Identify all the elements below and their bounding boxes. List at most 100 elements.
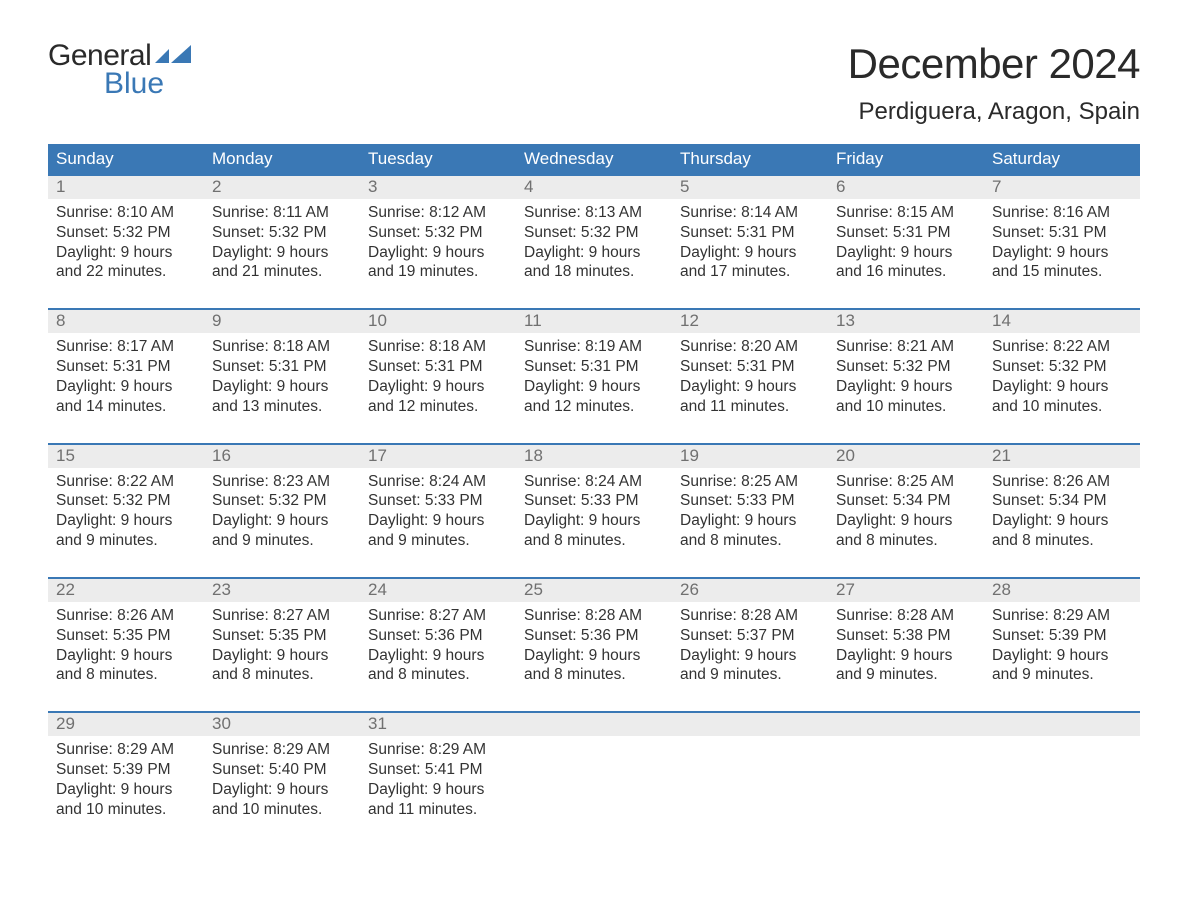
daylight-value-1: 9 hours: [121, 512, 173, 529]
daylight-value-1: 9 hours: [1057, 378, 1109, 395]
sunset-value: 5:31 PM: [581, 358, 639, 375]
sunset-line: Sunset: 5:41 PM: [368, 760, 508, 780]
sunset-value: 5:32 PM: [113, 224, 171, 241]
sunrise-value: 8:24 AM: [585, 473, 642, 490]
sunset-value: 5:32 PM: [269, 492, 327, 509]
sunrise-value: 8:11 AM: [273, 204, 329, 221]
sunrise-value: 8:12 AM: [429, 204, 486, 221]
day-cell: Sunrise: 8:20 AMSunset: 5:31 PMDaylight:…: [672, 333, 828, 422]
sunrise-line: Sunrise: 8:28 AM: [836, 606, 976, 626]
sunset-line: Sunset: 5:32 PM: [836, 357, 976, 377]
sunset-value: 5:37 PM: [737, 627, 795, 644]
sunrise-value: 8:21 AM: [897, 338, 954, 355]
daylight-line-2: and 19 minutes.: [368, 262, 508, 282]
daylight-line-1: Daylight: 9 hours: [212, 646, 352, 666]
sunrise-line: Sunrise: 8:27 AM: [368, 606, 508, 626]
logo: General Blue: [48, 40, 195, 99]
sunset-line: Sunset: 5:33 PM: [524, 491, 664, 511]
sunrise-value: 8:18 AM: [429, 338, 486, 355]
day-number: 28: [984, 579, 1140, 602]
sunset-line: Sunset: 5:35 PM: [212, 626, 352, 646]
day-number: 13: [828, 310, 984, 333]
daylight-value-1: 9 hours: [277, 512, 329, 529]
day-number: [516, 713, 672, 736]
sunrise-line: Sunrise: 8:22 AM: [56, 472, 196, 492]
sunset-value: 5:39 PM: [1049, 627, 1107, 644]
sunrise-value: 8:27 AM: [273, 607, 330, 624]
sunset-line: Sunset: 5:32 PM: [56, 491, 196, 511]
logo-text-blue: Blue: [48, 68, 195, 100]
sunset-line: Sunset: 5:36 PM: [524, 626, 664, 646]
day-number: 19: [672, 445, 828, 468]
daylight-value-1: 9 hours: [745, 512, 797, 529]
day-number-row: 15161718192021: [48, 445, 1140, 468]
sunrise-value: 8:20 AM: [741, 338, 798, 355]
sunset-value: 5:32 PM: [893, 358, 951, 375]
day-number: 18: [516, 445, 672, 468]
daylight-line-2: and 18 minutes.: [524, 262, 664, 282]
daylight-line-2: and 22 minutes.: [56, 262, 196, 282]
sunrise-value: 8:22 AM: [117, 473, 174, 490]
sunrise-line: Sunrise: 8:19 AM: [524, 337, 664, 357]
sunset-value: 5:35 PM: [113, 627, 171, 644]
sunrise-line: Sunrise: 8:28 AM: [524, 606, 664, 626]
daylight-line-1: Daylight: 9 hours: [368, 511, 508, 531]
day-number: 6: [828, 176, 984, 199]
sunrise-value: 8:29 AM: [429, 741, 486, 758]
day-cell: [516, 736, 672, 825]
daylight-line-2: and 8 minutes.: [524, 665, 664, 685]
daylight-line-2: and 8 minutes.: [56, 665, 196, 685]
day-cell: Sunrise: 8:29 AMSunset: 5:40 PMDaylight:…: [204, 736, 360, 825]
day-cell: Sunrise: 8:28 AMSunset: 5:37 PMDaylight:…: [672, 602, 828, 691]
day-number: 10: [360, 310, 516, 333]
day-number: 16: [204, 445, 360, 468]
daylight-value-1: 9 hours: [589, 647, 641, 664]
daylight-line-2: and 11 minutes.: [368, 800, 508, 820]
day-number-row: 22232425262728: [48, 579, 1140, 602]
daylight-value-1: 9 hours: [745, 647, 797, 664]
sunset-line: Sunset: 5:34 PM: [992, 491, 1132, 511]
week-row: 15161718192021Sunrise: 8:22 AMSunset: 5:…: [48, 443, 1140, 557]
day-cell: Sunrise: 8:18 AMSunset: 5:31 PMDaylight:…: [360, 333, 516, 422]
daylight-line-2: and 11 minutes.: [680, 397, 820, 417]
day-cell: Sunrise: 8:15 AMSunset: 5:31 PMDaylight:…: [828, 199, 984, 288]
sunset-value: 5:32 PM: [269, 224, 327, 241]
day-cell: Sunrise: 8:22 AMSunset: 5:32 PMDaylight:…: [48, 468, 204, 557]
day-number: 12: [672, 310, 828, 333]
calendar: SundayMondayTuesdayWednesdayThursdayFrid…: [48, 144, 1140, 826]
sunrise-line: Sunrise: 8:13 AM: [524, 203, 664, 223]
daylight-line-1: Daylight: 9 hours: [992, 511, 1132, 531]
daylight-line-1: Daylight: 9 hours: [56, 780, 196, 800]
day-number: 23: [204, 579, 360, 602]
day-number: 26: [672, 579, 828, 602]
daylight-line-1: Daylight: 9 hours: [56, 377, 196, 397]
month-title: December 2024: [848, 40, 1140, 88]
sunset-value: 5:39 PM: [113, 761, 171, 778]
header: General Blue December 2024 Perdiguera, A…: [48, 40, 1140, 126]
daylight-line-1: Daylight: 9 hours: [212, 243, 352, 263]
day-cell: Sunrise: 8:18 AMSunset: 5:31 PMDaylight:…: [204, 333, 360, 422]
daylight-line-1: Daylight: 9 hours: [524, 646, 664, 666]
day-cell: Sunrise: 8:10 AMSunset: 5:32 PMDaylight:…: [48, 199, 204, 288]
sunrise-line: Sunrise: 8:20 AM: [680, 337, 820, 357]
sunrise-line: Sunrise: 8:29 AM: [992, 606, 1132, 626]
daylight-line-1: Daylight: 9 hours: [212, 511, 352, 531]
day-cell: Sunrise: 8:16 AMSunset: 5:31 PMDaylight:…: [984, 199, 1140, 288]
sunset-line: Sunset: 5:36 PM: [368, 626, 508, 646]
day-number: 1: [48, 176, 204, 199]
sunset-value: 5:32 PM: [581, 224, 639, 241]
day-number: 4: [516, 176, 672, 199]
sunset-value: 5:31 PM: [269, 358, 327, 375]
sunset-line: Sunset: 5:31 PM: [524, 357, 664, 377]
sunrise-value: 8:28 AM: [741, 607, 798, 624]
day-number: 5: [672, 176, 828, 199]
sunset-value: 5:36 PM: [425, 627, 483, 644]
day-number: 14: [984, 310, 1140, 333]
sunset-line: Sunset: 5:39 PM: [992, 626, 1132, 646]
sunset-line: Sunset: 5:32 PM: [56, 223, 196, 243]
daylight-line-2: and 8 minutes.: [368, 665, 508, 685]
daylight-value-1: 9 hours: [1057, 512, 1109, 529]
sunset-line: Sunset: 5:31 PM: [680, 357, 820, 377]
daylight-line-2: and 9 minutes.: [992, 665, 1132, 685]
sunrise-line: Sunrise: 8:15 AM: [836, 203, 976, 223]
